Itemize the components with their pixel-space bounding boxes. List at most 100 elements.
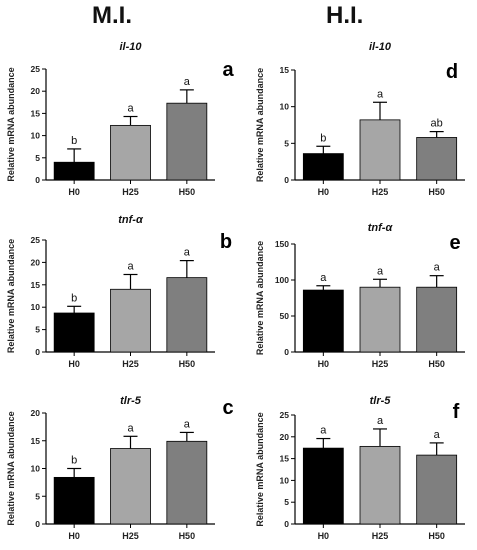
significance-letter: a	[434, 429, 441, 441]
x-tick-label: H25	[122, 359, 139, 369]
chart-title: tnf-α	[118, 214, 144, 226]
x-tick-label: H50	[428, 359, 445, 369]
bar-h25	[110, 124, 151, 181]
significance-letter: a	[127, 103, 134, 115]
bar-h0	[53, 161, 95, 181]
bar-h0	[53, 312, 95, 353]
y-tick-label: 0	[284, 175, 289, 185]
y-tick-label: 20	[31, 408, 41, 418]
panel-letter: e	[449, 232, 460, 254]
y-axis-label: Relative mRNA abundance	[255, 412, 265, 526]
y-tick-label: 5	[284, 497, 289, 507]
significance-letter: a	[377, 88, 384, 100]
x-tick-label: H25	[372, 359, 389, 369]
y-tick-label: 50	[280, 311, 290, 321]
y-tick-label: 25	[280, 410, 290, 420]
significance-letter: a	[320, 272, 327, 284]
significance-letter: a	[184, 247, 191, 259]
x-tick-label: H0	[68, 531, 80, 541]
significance-letter: a	[434, 262, 441, 274]
bar-h0	[53, 476, 95, 525]
panel-letter: a	[222, 59, 234, 81]
x-tick-label: H50	[179, 187, 196, 197]
column-title-hi: H.I.	[326, 2, 364, 29]
significance-letter: a	[184, 76, 191, 88]
y-tick-label: 25	[31, 64, 41, 74]
panel-letter: b	[220, 231, 232, 253]
y-tick-label: 10	[31, 464, 41, 474]
bar-h50	[416, 286, 458, 353]
panel-f: tlr-5 f Relative mRNA abundance 0 5 10 15 20 25 a…	[255, 395, 465, 541]
x-tick-label: H25	[122, 187, 139, 197]
significance-letter: b	[71, 292, 77, 304]
panel-e: tnf-α e Relative mRNA abundance 0 50 100 150 a H…	[255, 222, 465, 369]
y-tick-label: 20	[280, 432, 290, 442]
bar-h0	[302, 289, 344, 353]
x-tick-label: H50	[179, 359, 196, 369]
y-tick-label: 25	[31, 235, 41, 245]
chart-title: il-10	[369, 41, 392, 53]
y-tick-label: 5	[35, 491, 40, 501]
significance-letter: b	[71, 135, 77, 147]
column-title-mi: M.I.	[92, 2, 132, 29]
x-tick-label: H50	[428, 531, 445, 541]
x-tick-label: H50	[179, 531, 196, 541]
x-tick-label: H25	[372, 187, 389, 197]
x-tick-label: H0	[318, 531, 330, 541]
bar-h25	[110, 448, 151, 525]
y-tick-label: 20	[31, 86, 41, 96]
panel-a: il-10 a Relative mRNA abundance 0 5 10 15 20 25 b…	[6, 41, 234, 197]
y-tick-label: 15	[31, 280, 41, 290]
bar-h0	[302, 447, 344, 525]
panel-d: il-10 d Relative mRNA abundance 0 5 10 15 b H0 a H…	[255, 41, 465, 197]
bar-h25	[110, 288, 151, 353]
y-tick-label: 10	[280, 475, 290, 485]
x-tick-label: H50	[428, 187, 445, 197]
panel-c: tlr-5 c Relative mRNA abundance 0 5 10 15 20 b H0…	[6, 395, 234, 541]
panel-b: tnf-α b Relative mRNA abundance 0 5 10 15 20 25 b…	[6, 214, 232, 369]
y-tick-label: 0	[35, 519, 40, 529]
y-tick-label: 10	[280, 102, 290, 112]
bar-h50	[166, 102, 208, 181]
panel-letter: c	[222, 397, 233, 419]
y-tick-label: 20	[31, 257, 41, 267]
bar-h50	[416, 137, 458, 181]
chart-title: il-10	[119, 41, 142, 53]
significance-letter: b	[71, 455, 77, 467]
x-tick-label: H0	[318, 359, 330, 369]
bar-h25	[359, 286, 401, 353]
x-tick-label: H0	[68, 359, 80, 369]
x-tick-label: H25	[372, 531, 389, 541]
y-axis-label: Relative mRNA abundance	[6, 411, 16, 525]
panel-letter: f	[453, 401, 460, 423]
bar-h25	[359, 445, 401, 525]
y-tick-label: 5	[35, 153, 40, 163]
y-tick-label: 15	[31, 108, 41, 118]
significance-letter: a	[127, 260, 134, 272]
y-axis-label: Relative mRNA abundance	[6, 67, 16, 181]
bar-h50	[166, 440, 208, 525]
y-tick-label: 100	[275, 275, 289, 285]
y-tick-label: 5	[35, 325, 40, 335]
chart-title: tlr-5	[120, 395, 142, 407]
y-tick-label: 0	[284, 519, 289, 529]
bar-h0	[302, 153, 344, 181]
y-tick-label: 0	[35, 347, 40, 357]
significance-letter: a	[184, 418, 191, 430]
bar-h25	[359, 119, 401, 181]
y-tick-label: 5	[284, 138, 289, 148]
y-axis-label: Relative mRNA abundance	[6, 239, 16, 353]
panel-letter: d	[446, 61, 458, 83]
bar-h50	[166, 277, 208, 353]
y-tick-label: 15	[280, 65, 290, 75]
x-tick-label: H25	[122, 531, 139, 541]
significance-letter: b	[320, 132, 326, 144]
significance-letter: a	[377, 265, 384, 277]
y-tick-label: 0	[35, 175, 40, 185]
y-tick-label: 15	[280, 454, 290, 464]
significance-letter: a	[127, 422, 134, 434]
y-tick-label: 10	[31, 302, 41, 312]
bar-h50	[416, 454, 458, 525]
x-tick-label: H0	[318, 187, 330, 197]
